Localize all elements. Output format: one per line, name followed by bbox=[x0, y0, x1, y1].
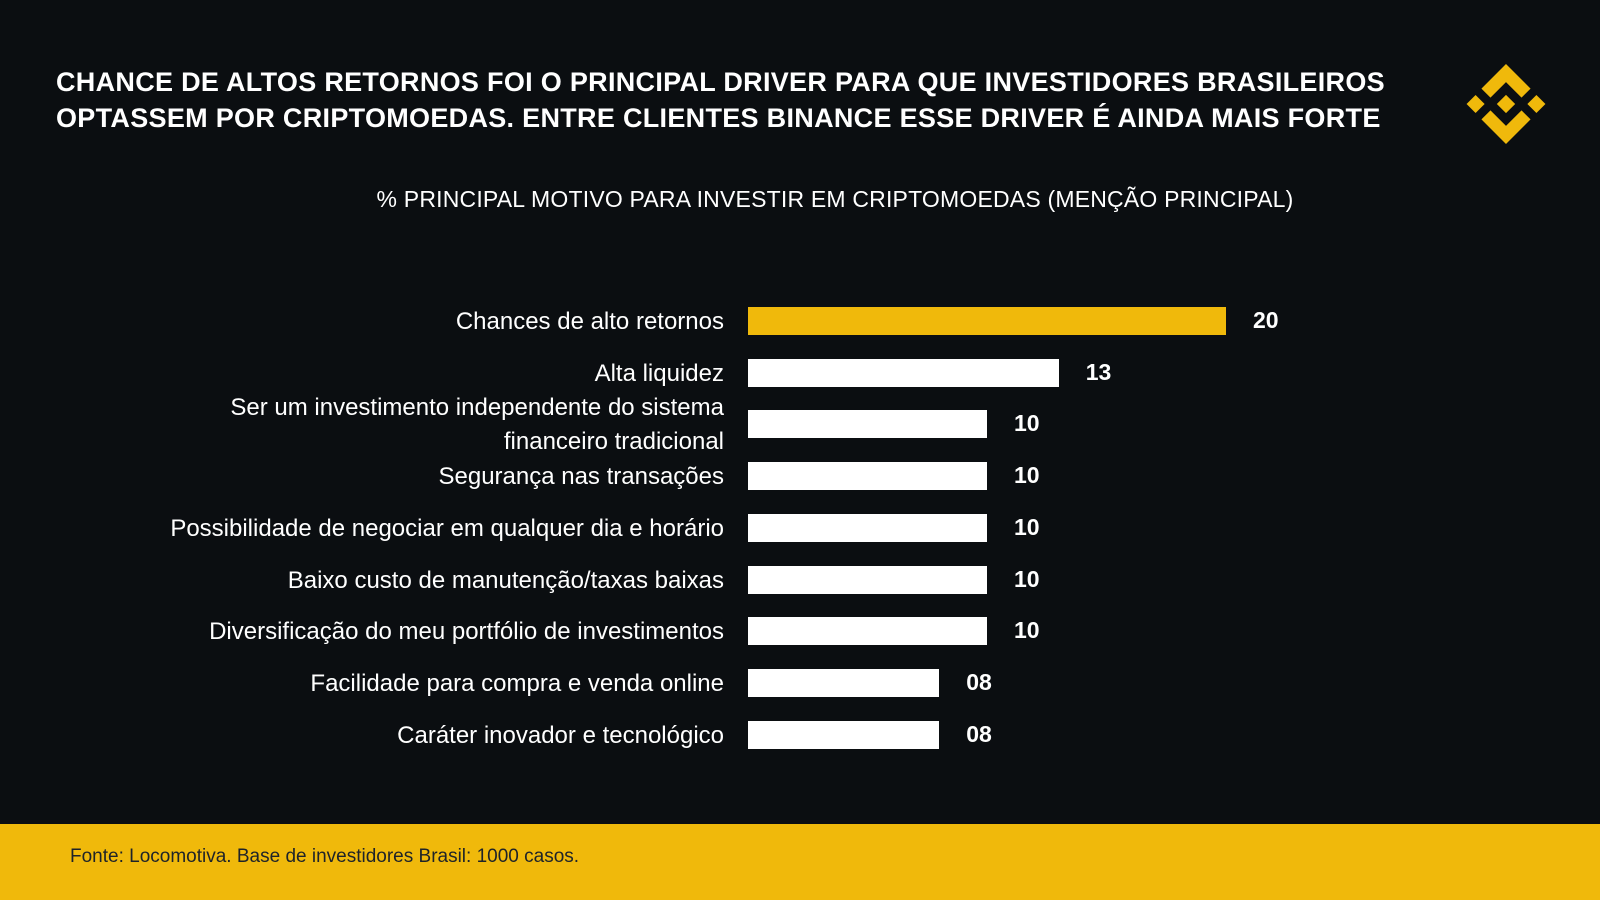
value-label-1: 20 bbox=[1253, 307, 1279, 333]
bar-9 bbox=[748, 720, 940, 749]
category-label-line: Baixo custo de manutenção/taxas baixas bbox=[287, 566, 724, 594]
binance-logo-icon bbox=[1466, 64, 1546, 144]
category-label-line: Alta liquidez bbox=[594, 359, 724, 387]
category-label-line: financeiro tradicional bbox=[503, 428, 724, 456]
value-label-5: 10 bbox=[1014, 513, 1040, 540]
category-label-line: Chances de alto retornos bbox=[455, 308, 724, 335]
category-label-7: Diversificação do meu portfólio de inves… bbox=[24, 615, 724, 649]
bar-4 bbox=[748, 462, 987, 491]
bar-3 bbox=[748, 410, 987, 439]
category-label-line: Possibilidade de negociar em qualquer di… bbox=[170, 514, 724, 542]
value-label-4: 10 bbox=[1014, 462, 1040, 489]
bar-8 bbox=[748, 668, 940, 697]
bar-7 bbox=[748, 617, 987, 646]
category-label-line: Facilidade para compra e venda online bbox=[310, 669, 724, 697]
category-label-8: Facilidade para compra e venda online bbox=[24, 667, 724, 701]
chart-title: % PRINCIPAL MOTIVO PARA INVESTIR EM CRIP… bbox=[376, 186, 1294, 212]
bar-1 bbox=[748, 307, 1226, 335]
value-label-9: 08 bbox=[966, 720, 992, 747]
headline: CHANCE DE ALTOS RETORNOS FOI O PRINCIPAL… bbox=[56, 64, 1386, 136]
category-label-line: Caráter inovador e tecnológico bbox=[397, 721, 724, 749]
category-label-9: Caráter inovador e tecnológico bbox=[24, 719, 724, 753]
category-label-line: Ser um investimento independente do sist… bbox=[230, 394, 724, 422]
value-label-8: 08 bbox=[966, 668, 992, 695]
headline-line-2: OPTASSEM POR CRIPTOMOEDAS. ENTRE CLIENTE… bbox=[56, 103, 1381, 133]
headline-line-1: CHANCE DE ALTOS RETORNOS FOI O PRINCIPAL… bbox=[56, 67, 1385, 97]
footer-band: Fonte: Locomotiva. Base de investidores … bbox=[0, 824, 1600, 900]
category-label-6: Baixo custo de manutenção/taxas baixas bbox=[24, 564, 724, 598]
category-label-5: Possibilidade de negociar em qualquer di… bbox=[24, 512, 724, 546]
value-label-7: 10 bbox=[1014, 617, 1040, 644]
bar-6 bbox=[748, 565, 987, 594]
category-label-4: Segurança nas transações bbox=[24, 460, 724, 494]
category-label-2: Alta liquidez bbox=[24, 357, 724, 391]
category-label-1: Chances de alto retornos bbox=[24, 305, 724, 339]
value-label-2: 13 bbox=[1085, 358, 1112, 385]
bar-5 bbox=[748, 513, 987, 542]
value-label-3: 10 bbox=[1014, 410, 1040, 437]
source-note: Fonte: Locomotiva. Base de investidores … bbox=[70, 846, 580, 867]
category-label-line: Diversificação do meu portfólio de inves… bbox=[209, 618, 724, 646]
category-label-line: Segurança nas transações bbox=[438, 463, 724, 491]
category-label-3: Ser um investimento independente do sist… bbox=[24, 391, 724, 459]
value-label-6: 10 bbox=[1014, 565, 1040, 592]
bar-2 bbox=[748, 358, 1059, 387]
